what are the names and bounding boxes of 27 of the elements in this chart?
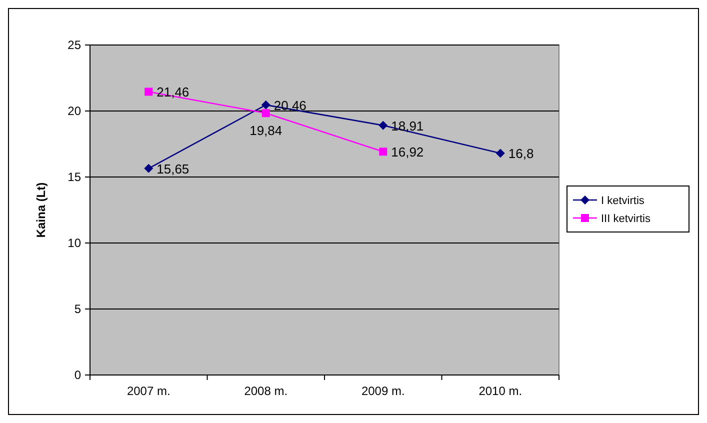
y-axis-title: Kaina (Lt) bbox=[34, 182, 48, 238]
data-label: 19,84 bbox=[250, 123, 282, 138]
x-tick-label: 2007 m. bbox=[126, 384, 170, 398]
y-tick-label: 0 bbox=[74, 368, 82, 382]
y-tick-label: 10 bbox=[68, 236, 82, 250]
legend-label: I ketvirtis bbox=[601, 195, 645, 207]
point bbox=[496, 148, 505, 158]
data-label: 21,46 bbox=[156, 84, 190, 100]
point bbox=[144, 164, 154, 173]
y-tick-label: 15 bbox=[68, 170, 82, 184]
x-tick-label: 2009 m. bbox=[361, 384, 405, 398]
point bbox=[378, 120, 388, 130]
x-tick-label: 2010 m. bbox=[478, 384, 522, 398]
data-label: 16,92 bbox=[391, 144, 424, 160]
data-label: 18,91 bbox=[391, 118, 424, 134]
legend-label: III ketvirtis bbox=[601, 213, 652, 225]
data-label: 16,8 bbox=[508, 146, 534, 162]
data-label: 15,65 bbox=[156, 161, 190, 176]
y-tick-label: 25 bbox=[68, 38, 82, 52]
point bbox=[262, 109, 270, 118]
point bbox=[144, 88, 153, 96]
x-tick-label: 2008 m. bbox=[244, 384, 288, 398]
point bbox=[379, 148, 388, 156]
point bbox=[261, 100, 270, 110]
y-tick-label: 20 bbox=[68, 104, 82, 118]
y-tick-label: 5 bbox=[74, 302, 82, 316]
data-label: 20,46 bbox=[274, 98, 306, 113]
